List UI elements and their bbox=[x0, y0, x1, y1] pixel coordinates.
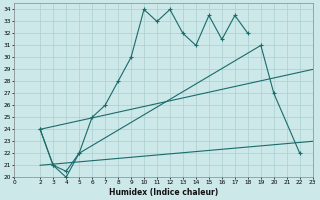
X-axis label: Humidex (Indice chaleur): Humidex (Indice chaleur) bbox=[109, 188, 218, 197]
